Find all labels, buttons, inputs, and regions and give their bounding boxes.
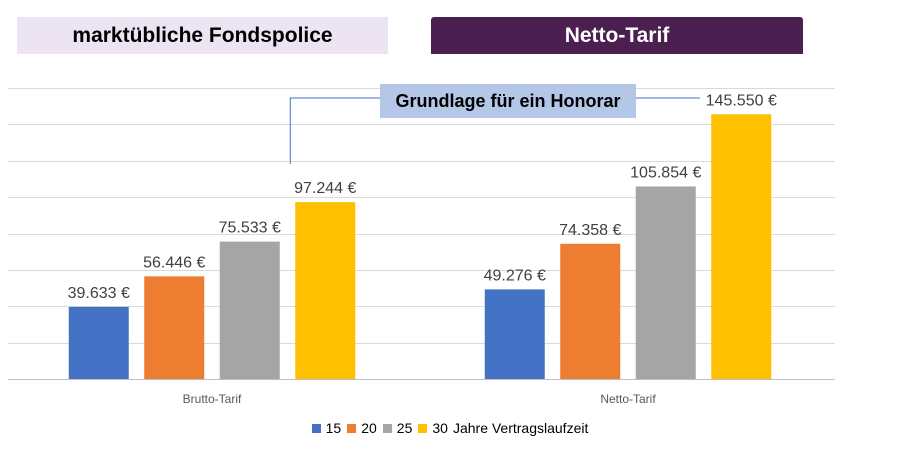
callout-box: Grundlage für ein Honorar: [380, 84, 636, 118]
legend-label-15: 15: [325, 420, 342, 436]
bars: [68, 114, 772, 379]
header-right-title: Netto-Tarif: [431, 17, 803, 54]
legend-item-15: 15: [311, 420, 342, 436]
callout-connector-line: [289, 97, 700, 164]
legend-label-20: 20: [361, 420, 377, 436]
bar-netto-tarif-30: [711, 114, 772, 379]
data-label-netto-tarif-15: 49.276 €: [484, 267, 546, 284]
header-left-title: marktübliche Fondspolice: [17, 17, 388, 54]
bar-netto-tarif-20: [560, 243, 621, 379]
bar-brutto-tarif-25: [219, 241, 280, 379]
data-label-netto-tarif-20: 74.358 €: [559, 222, 621, 239]
gridlines: [8, 88, 835, 380]
x-tick-label-netto-tarif: Netto-Tarif: [600, 392, 656, 406]
x-axis: Brutto-Tarif Netto-Tarif: [183, 392, 657, 406]
legend-label-30: 30: [432, 420, 448, 436]
legend: 15 20 25 30 Jahre Vertragslaufzeit: [0, 420, 900, 436]
legend-swatch-20: [347, 423, 357, 433]
legend-item-25: 25: [382, 420, 413, 436]
bar-netto-tarif-25: [635, 186, 696, 379]
bar-brutto-tarif-15: [68, 306, 129, 379]
legend-label-25: 25: [396, 420, 413, 436]
data-label-brutto-tarif-15: 39.633 €: [68, 285, 130, 302]
legend-item-30: 30 Jahre Vertragslaufzeit: [418, 420, 588, 436]
data-label-brutto-tarif-25: 75.533 €: [219, 220, 281, 237]
data-label-brutto-tarif-30: 97.244 €: [294, 180, 356, 197]
legend-swatch-15: [311, 423, 321, 433]
data-label-netto-tarif-30: 145.550 €: [706, 92, 777, 109]
bar-netto-tarif-15: [484, 289, 545, 379]
legend-item-20: 20: [347, 420, 377, 436]
legend-swatch-25: [382, 423, 392, 433]
legend-suffix: Jahre Vertragslaufzeit: [452, 420, 589, 436]
data-label-brutto-tarif-20: 56.446 €: [143, 254, 205, 271]
bar-brutto-tarif-30: [295, 202, 356, 379]
data-label-netto-tarif-25: 105.854 €: [630, 164, 701, 181]
legend-swatch-30: [418, 423, 428, 433]
data-labels: 39.633 € 49.276 € 56.446 € 74.358 € 75.533 €…: [68, 92, 777, 302]
x-tick-label-brutto-tarif: Brutto-Tarif: [183, 392, 242, 406]
bar-brutto-tarif-20: [144, 276, 205, 379]
